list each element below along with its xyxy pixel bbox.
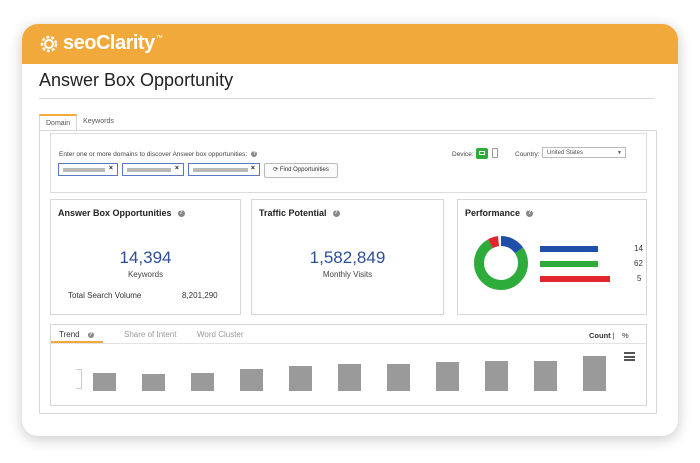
remove-domain-icon[interactable]: ×: [250, 165, 255, 172]
help-icon[interactable]: ?: [177, 210, 185, 218]
help-icon[interactable]: ?: [251, 151, 258, 158]
domain-chip[interactable]: ×: [58, 163, 118, 176]
remove-domain-icon[interactable]: ×: [108, 165, 113, 172]
top-bar: seoClarity ™: [22, 24, 678, 64]
trend-tab-bar: Trend? Share of Intent Word Cluster Coun…: [51, 325, 646, 344]
total-search-volume-value: 8,201,290: [182, 291, 218, 300]
app-window: seoClarity ™ Answer Box Opportunity Doma…: [22, 24, 678, 436]
domain-value-placeholder: [63, 168, 105, 172]
find-opportunities-button[interactable]: ⟳ Find Opportunities: [264, 163, 338, 178]
trend-bar: [387, 364, 410, 391]
chart-scroll-handle[interactable]: [76, 369, 82, 389]
remove-domain-icon[interactable]: ×: [174, 165, 179, 172]
help-icon[interactable]: ?: [87, 331, 94, 338]
card-title: Answer Box Opportunities?: [58, 208, 185, 218]
help-icon[interactable]: ?: [332, 210, 340, 218]
toggle-separator: |: [612, 331, 615, 340]
total-search-volume-label: Total Search Volume: [68, 291, 142, 300]
performance-value: 5: [637, 274, 642, 283]
gear-logo-icon: [40, 35, 58, 52]
count-label: Count: [589, 331, 611, 340]
card-title-text: Traffic Potential: [259, 208, 327, 218]
page-title: Answer Box Opportunity: [39, 70, 234, 90]
help-icon[interactable]: ?: [526, 210, 534, 218]
performance-card: Performance? 14 62 5: [457, 199, 647, 315]
country-select[interactable]: United States ▼: [542, 147, 626, 158]
card-title-text: Answer Box Opportunities: [58, 208, 172, 218]
keywords-count: 14,394: [119, 248, 172, 267]
country-label: Country:: [515, 151, 540, 158]
donut-slice-2: [474, 236, 528, 290]
domain-value-placeholder: [127, 168, 171, 172]
hamburger-menu-icon[interactable]: [624, 352, 635, 361]
answer-box-card: Answer Box Opportunities? 14,394 Keyword…: [50, 199, 241, 315]
keywords-label: Keywords: [127, 270, 164, 279]
tab-trend-label: Trend: [59, 330, 80, 339]
performance-donut-chart: [474, 236, 528, 290]
donut-slice-1: [474, 236, 528, 290]
performance-bar: [540, 276, 610, 282]
trend-bar: [289, 366, 312, 391]
domain-value-placeholder: [193, 168, 248, 172]
trend-bar: [142, 374, 165, 391]
trend-bar: [485, 361, 508, 391]
count-toggle[interactable]: Count |: [589, 331, 615, 340]
domain-chip[interactable]: ×: [122, 163, 184, 176]
tab-keywords[interactable]: Keywords: [83, 118, 114, 125]
tab-share-of-intent[interactable]: Share of Intent: [124, 330, 177, 339]
domain-prompt-text: Enter one or more domains to discover An…: [59, 151, 248, 158]
country-value: United States: [547, 150, 584, 156]
performance-value: 62: [634, 259, 643, 268]
card-title: Traffic Potential?: [259, 208, 340, 218]
active-tab-indicator: [51, 341, 103, 343]
performance-bar: [540, 261, 598, 267]
trend-bar: [583, 356, 606, 391]
divider: [39, 98, 655, 99]
traffic-potential-card: Traffic Potential? 1,582,849 Monthly Vis…: [251, 199, 444, 315]
trend-bar: [93, 373, 116, 391]
trend-bar: [338, 364, 361, 391]
trend-bar: [240, 369, 263, 391]
traffic-value: 1,582,849: [309, 248, 386, 267]
trend-bar: [534, 361, 557, 391]
domain-chip[interactable]: ×: [188, 163, 260, 176]
domain-prompt: Enter one or more domains to discover An…: [59, 151, 258, 158]
trademark: ™: [155, 35, 163, 42]
percent-toggle[interactable]: %: [622, 331, 629, 340]
logo-text: seoClarity: [63, 32, 155, 54]
device-label: Device:: [452, 151, 474, 158]
desktop-icon[interactable]: [476, 148, 488, 159]
tab-bar: Domain Keywords: [39, 114, 120, 133]
trend-panel: Trend? Share of Intent Word Cluster Coun…: [50, 324, 647, 406]
mobile-icon[interactable]: [492, 148, 498, 158]
refresh-icon: ⟳: [273, 167, 279, 173]
tab-panel: Enter one or more domains to discover An…: [39, 130, 657, 414]
tab-word-cluster[interactable]: Word Cluster: [197, 330, 244, 339]
trend-bar: [436, 362, 459, 391]
logo[interactable]: seoClarity ™: [38, 32, 163, 55]
card-title-text: Performance: [465, 208, 521, 218]
traffic-unit: Monthly Visits: [322, 270, 373, 279]
card-title: Performance?: [465, 208, 534, 218]
performance-value: 14: [634, 244, 643, 253]
performance-bar: [540, 246, 598, 252]
filter-box: Enter one or more domains to discover An…: [50, 133, 647, 193]
tab-trend[interactable]: Trend?: [59, 330, 94, 339]
find-opportunities-label: Find Opportunities: [279, 167, 329, 173]
trend-bar: [191, 373, 214, 391]
chevron-down-icon: ▼: [617, 150, 622, 156]
